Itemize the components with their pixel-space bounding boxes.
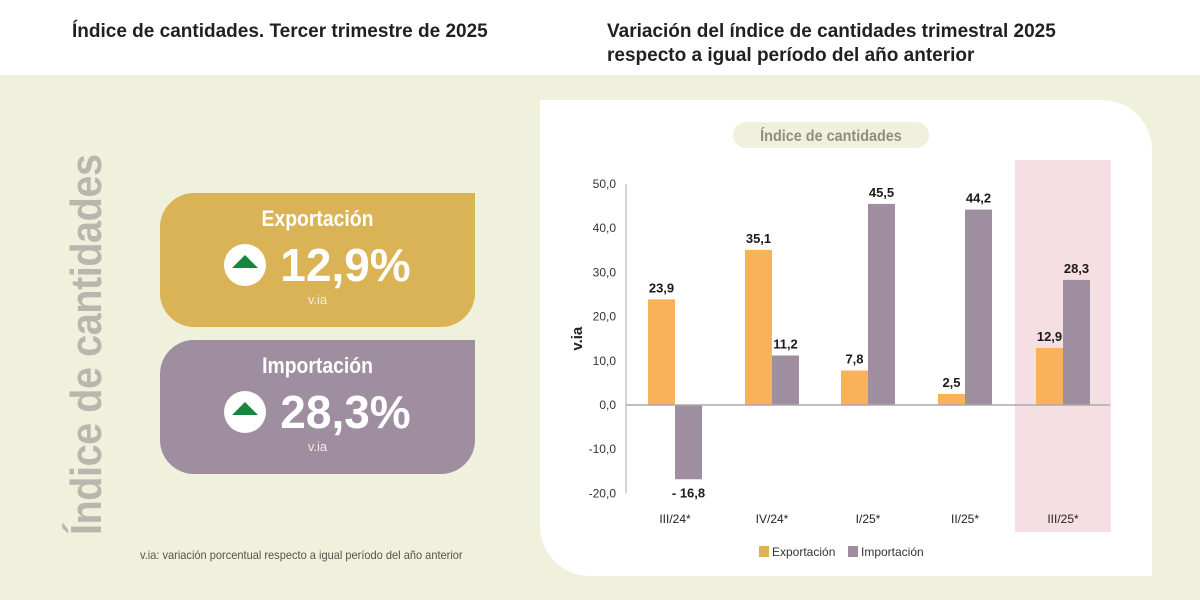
bar-export xyxy=(938,393,965,405)
data-label: 44,2 xyxy=(966,191,991,206)
y-tick-label: 0,0 xyxy=(599,398,616,412)
x-tick-label: IV/24* xyxy=(756,512,789,526)
arrow-up-icon xyxy=(224,244,267,286)
x-tick-label: III/25* xyxy=(1047,512,1079,526)
legend-swatch-export xyxy=(759,546,769,557)
y-axis-label: v.ia xyxy=(569,326,586,351)
data-label: 28,3 xyxy=(1064,261,1089,276)
legend-label-import: Importación xyxy=(861,545,924,559)
footnote: v.ia: variación porcentual respecto a ig… xyxy=(140,548,463,562)
data-label: 7,8 xyxy=(845,352,863,367)
import-value: 28,3% xyxy=(280,386,411,438)
import-label: Importación xyxy=(262,353,373,378)
y-tick-label: 30,0 xyxy=(593,265,617,279)
export-unit: v.ia xyxy=(307,292,328,307)
y-tick-label: -10,0 xyxy=(589,442,617,456)
bar-import xyxy=(1063,279,1090,405)
y-tick-label: 50,0 xyxy=(593,177,617,191)
bar-export xyxy=(841,370,868,405)
import-card: Importación 28,3% v.ia xyxy=(160,340,475,474)
bar-export xyxy=(648,299,675,405)
bar-export xyxy=(745,249,772,405)
data-label: 23,9 xyxy=(649,280,674,295)
chart-title-pill xyxy=(733,122,929,148)
bar-import xyxy=(675,405,702,480)
bar-import xyxy=(772,355,799,405)
data-label: 2,5 xyxy=(942,375,960,390)
data-label: - 16,8 xyxy=(672,485,705,500)
data-label: 11,2 xyxy=(773,336,798,351)
y-tick-label: 40,0 xyxy=(593,221,617,235)
data-label: 35,1 xyxy=(746,231,771,246)
export-card: Exportación 12,9% v.ia xyxy=(160,193,475,327)
arrow-up-icon xyxy=(224,391,267,433)
chart-title: Índice de cantidades xyxy=(760,127,902,145)
y-tick-label: 20,0 xyxy=(593,310,617,324)
import-unit: v.ia xyxy=(307,439,328,454)
x-tick-label: III/24* xyxy=(659,512,691,526)
right-title: Variación del índice de cantidades trime… xyxy=(607,21,1056,66)
y-tick-label: -20,0 xyxy=(589,486,617,500)
bar-export xyxy=(1036,347,1063,405)
export-value: 12,9% xyxy=(280,239,411,291)
data-label: 45,5 xyxy=(869,185,894,200)
left-title: Índice de cantidades. Tercer trimestre d… xyxy=(72,21,488,42)
export-label: Exportación xyxy=(261,206,374,231)
legend-swatch-import xyxy=(848,546,858,557)
x-tick-label: II/25* xyxy=(951,512,979,526)
legend-label-export: Exportación xyxy=(772,545,835,559)
bar-import xyxy=(965,209,992,405)
bar-import xyxy=(868,203,895,405)
x-tick-label: I/25* xyxy=(856,512,881,526)
data-label: 12,9 xyxy=(1037,329,1062,344)
y-tick-label: 10,0 xyxy=(593,354,617,368)
